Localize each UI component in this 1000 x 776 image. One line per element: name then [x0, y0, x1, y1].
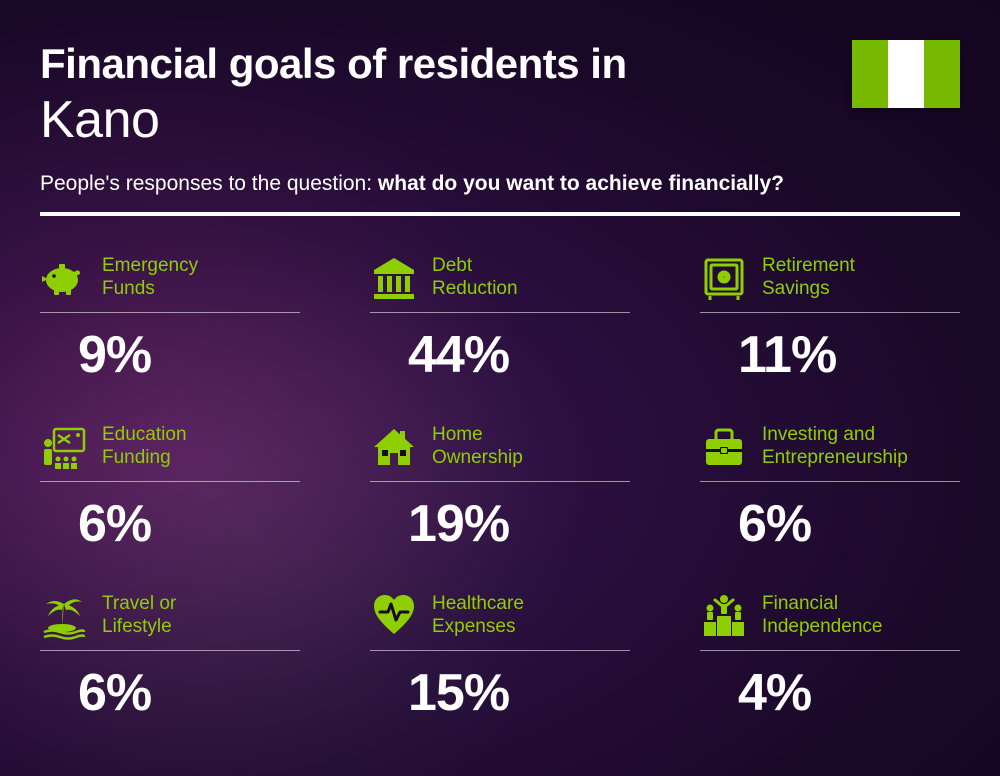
goal-label-line: Emergency [102, 255, 198, 276]
goal-education-funding: Education Funding 6% [40, 423, 300, 554]
goal-label-line: Debt [432, 255, 472, 276]
goal-label-line: Savings [762, 278, 830, 299]
goal-label-line: Funds [102, 278, 155, 299]
goal-divider [370, 481, 630, 482]
house-icon [370, 423, 418, 471]
goals-grid: Emergency Funds 9% Debt Reduction 44% Re… [40, 254, 960, 723]
goal-label-line: Education [102, 424, 187, 445]
goal-divider [370, 650, 630, 651]
goal-home-ownership: Home Ownership 19% [370, 423, 630, 554]
goal-head: Investing and Entrepreneurship [700, 423, 960, 471]
goal-head: Education Funding [40, 423, 300, 471]
safe-icon [700, 254, 748, 302]
goal-value: 11% [700, 325, 960, 385]
goal-label-line: Healthcare [432, 593, 524, 614]
goal-head: Travel or Lifestyle [40, 592, 300, 640]
header: Financial goals of residents in Kano Peo… [40, 40, 960, 216]
goal-value: 15% [370, 663, 630, 723]
briefcase-icon [700, 423, 748, 471]
piggy-bank-icon [40, 254, 88, 302]
goal-divider [40, 312, 300, 313]
goal-label: Investing and Entrepreneurship [762, 424, 908, 470]
goal-label: Healthcare Expenses [432, 593, 524, 639]
goal-value: 19% [370, 494, 630, 554]
goal-label-line: Home [432, 424, 483, 445]
subtitle-prefix: People's responses to the question: [40, 172, 378, 195]
goal-divider [370, 312, 630, 313]
goal-debt-reduction: Debt Reduction 44% [370, 254, 630, 385]
goal-head: Home Ownership [370, 423, 630, 471]
goal-divider [40, 481, 300, 482]
goal-value: 9% [40, 325, 300, 385]
goal-head: Debt Reduction [370, 254, 630, 302]
goal-investing-entrepreneurship: Investing and Entrepreneurship 6% [700, 423, 960, 554]
goal-travel-lifestyle: Travel or Lifestyle 6% [40, 592, 300, 723]
goal-head: Emergency Funds [40, 254, 300, 302]
podium-icon [700, 592, 748, 640]
goal-value: 6% [700, 494, 960, 554]
goal-value: 6% [40, 494, 300, 554]
goal-divider [700, 481, 960, 482]
goal-label: Travel or Lifestyle [102, 593, 176, 639]
goal-head: Retirement Savings [700, 254, 960, 302]
subtitle: People's responses to the question: what… [40, 172, 960, 196]
goal-label: Home Ownership [432, 424, 523, 470]
goal-label-line: Ownership [432, 447, 523, 468]
goal-retirement-savings: Retirement Savings 11% [700, 254, 960, 385]
palm-icon [40, 592, 88, 640]
goal-label-line: Independence [762, 616, 882, 637]
education-icon [40, 423, 88, 471]
goal-label-line: Travel or [102, 593, 176, 614]
subtitle-question: what do you want to achieve financially? [378, 172, 784, 195]
goal-value: 44% [370, 325, 630, 385]
goal-label-line: Funding [102, 447, 171, 468]
title-line-1: Financial goals of residents in [40, 40, 960, 88]
header-divider [40, 212, 960, 216]
goal-label-line: Reduction [432, 278, 518, 299]
goal-label-line: Entrepreneurship [762, 447, 908, 468]
goal-financial-independence: Financial Independence 4% [700, 592, 960, 723]
goal-label: Emergency Funds [102, 255, 198, 301]
goal-label-line: Financial [762, 593, 838, 614]
goal-label-line: Retirement [762, 255, 855, 276]
goal-label-line: Lifestyle [102, 616, 172, 637]
bank-icon [370, 254, 418, 302]
goal-label-line: Investing and [762, 424, 875, 445]
goal-divider [40, 650, 300, 651]
goal-divider [700, 312, 960, 313]
goal-head: Financial Independence [700, 592, 960, 640]
goal-label: Debt Reduction [432, 255, 518, 301]
goal-healthcare-expenses: Healthcare Expenses 15% [370, 592, 630, 723]
goal-label-line: Expenses [432, 616, 515, 637]
goal-label: Retirement Savings [762, 255, 855, 301]
title-city: Kano [40, 90, 960, 150]
goal-value: 6% [40, 663, 300, 723]
goal-head: Healthcare Expenses [370, 592, 630, 640]
goal-value: 4% [700, 663, 960, 723]
goal-emergency-funds: Emergency Funds 9% [40, 254, 300, 385]
goal-label: Education Funding [102, 424, 187, 470]
goal-label: Financial Independence [762, 593, 882, 639]
heart-pulse-icon [370, 592, 418, 640]
goal-divider [700, 650, 960, 651]
